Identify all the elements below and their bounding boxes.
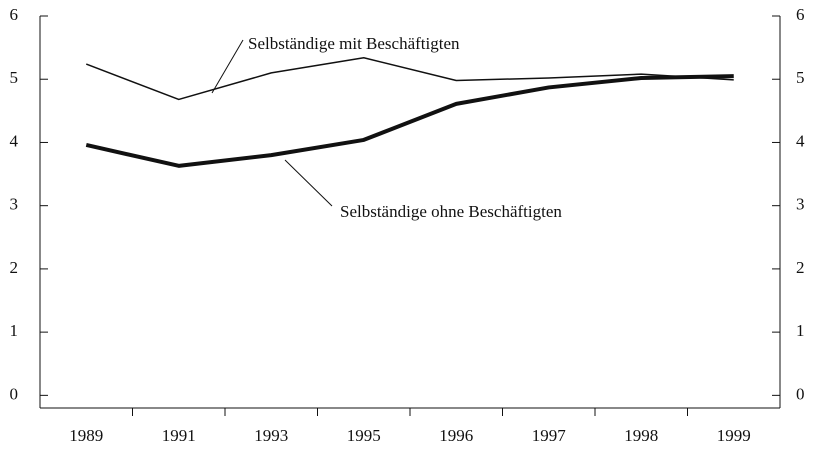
series-line: [85, 74, 734, 168]
y-tick-label: 2: [10, 258, 19, 277]
y2-tick-label: 1: [796, 321, 805, 340]
series-label: Selbständige mit Beschäftigten: [248, 34, 460, 53]
y2-tick-label: 4: [796, 131, 805, 150]
leader-line: [211, 39, 244, 94]
x-tick-label: 1996: [439, 426, 473, 445]
series-line: [85, 56, 734, 101]
leader-line: [284, 159, 333, 207]
y2-tick-label: 0: [796, 384, 805, 403]
y-tick-label: 6: [10, 5, 19, 24]
y2-tick-label: 2: [796, 258, 805, 277]
x-tick-label: 1997: [532, 426, 567, 445]
y-tick-label: 3: [10, 195, 19, 214]
y-tick-label: 5: [10, 68, 19, 87]
y2-tick-label: 6: [796, 5, 805, 24]
y2-tick-label: 3: [796, 195, 805, 214]
x-tick-label: 1993: [254, 426, 288, 445]
y2-tick-label: 5: [796, 68, 805, 87]
x-tick-label: 1991: [162, 426, 196, 445]
series-label: Selbständige ohne Beschäftigten: [340, 202, 562, 221]
x-tick-label: 1999: [717, 426, 751, 445]
x-tick-label: 1989: [69, 426, 103, 445]
y-tick-label: 1: [10, 321, 19, 340]
y-tick-label: 0: [10, 384, 19, 403]
x-tick-label: 1998: [624, 426, 658, 445]
y-tick-label: 4: [10, 131, 19, 150]
x-tick-label: 1995: [347, 426, 381, 445]
